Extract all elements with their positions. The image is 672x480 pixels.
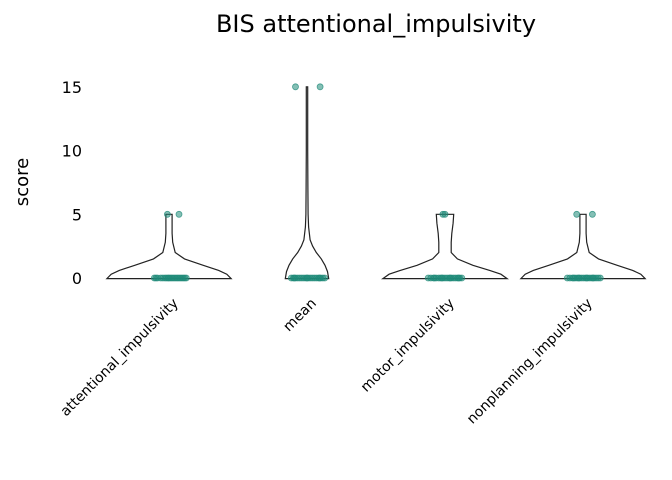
data-point	[316, 83, 324, 91]
y-tick-label: 5	[72, 205, 82, 224]
data-point	[589, 274, 597, 282]
data-point	[290, 274, 298, 282]
data-point	[583, 274, 591, 282]
violins	[105, 86, 647, 280]
data-point	[575, 274, 583, 282]
x-tick-label: nonplanning_impulsivity	[464, 296, 596, 428]
chart-title: BIS attentional_impulsivity	[216, 10, 536, 38]
data-point	[596, 274, 604, 282]
violin-attentional_impulsivity	[105, 213, 233, 280]
data-point	[182, 274, 190, 282]
violin-motor_impulsivity	[381, 213, 509, 280]
data-point	[438, 274, 446, 282]
data-point	[455, 274, 463, 282]
data-point	[316, 274, 324, 282]
y-tick-label: 0	[72, 269, 82, 288]
x-tick-label: mean	[280, 296, 319, 335]
data-point	[446, 274, 454, 282]
data-point	[441, 210, 449, 218]
y-tick-label: 10	[62, 142, 82, 161]
data-point	[303, 274, 311, 282]
data-point	[152, 274, 160, 282]
y-axis-ticks: 0 5 10 15	[62, 78, 82, 288]
x-tick-label: motor_impulsivity	[358, 296, 458, 396]
data-point	[163, 210, 171, 218]
violin-mean	[284, 86, 330, 280]
y-tick-label: 15	[62, 78, 82, 97]
data-point	[292, 83, 299, 91]
data-point	[175, 210, 183, 218]
x-tick-label: attentional_impulsivity	[58, 296, 182, 420]
data-point	[589, 210, 596, 218]
data-point	[573, 210, 581, 218]
y-axis-label: score	[12, 158, 33, 206]
data-point	[431, 274, 438, 282]
data-points	[150, 83, 604, 282]
x-axis-ticks: attentional_impulsivity mean motor_impulsi…	[58, 296, 596, 428]
violin-nonplanning_impulsivity	[519, 213, 647, 280]
